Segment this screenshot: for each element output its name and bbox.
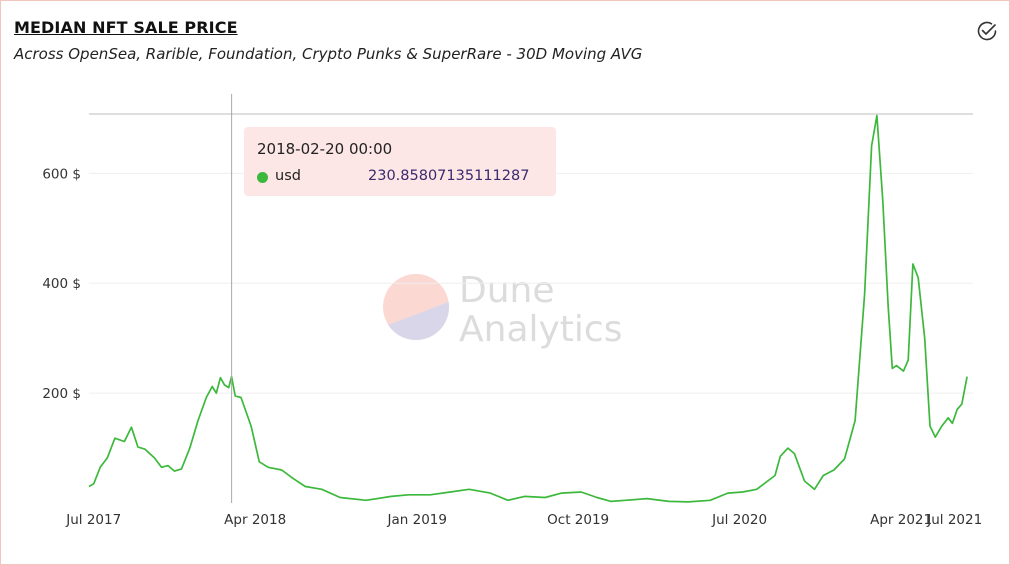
chart-subtitle: Across OpenSea, Rarible, Foundation, Cry… [14, 45, 643, 63]
series-line-usd[interactable] [88, 114, 968, 503]
y-tick-label: 200 $ [42, 386, 81, 402]
x-tick-label: Jul 2017 [65, 512, 121, 528]
x-tick-label: Apr 2021 [870, 512, 932, 528]
y-tick-label: 600 $ [42, 166, 81, 182]
x-axis: Jul 2017 Apr 2018 Jan 2019 Oct 2019 Jul 2020… [65, 512, 982, 528]
watermark-line1: Dune [459, 270, 555, 311]
x-tick-label: Oct 2019 [547, 512, 609, 528]
x-tick-label: Jul 2020 [711, 512, 767, 528]
tooltip: 2018-02-20 00:00 usd 230.85807135111287 [244, 127, 556, 196]
x-tick-label: Jul 2021 [926, 512, 982, 528]
y-tick-label: 400 $ [42, 276, 81, 292]
watermark-line2: Analytics [459, 309, 622, 350]
check-circle-icon[interactable] [975, 19, 999, 43]
x-tick-label: Jan 2019 [387, 512, 447, 528]
tooltip-time: 2018-02-20 00:00 [257, 140, 393, 158]
y-axis: 200 $ 400 $ 600 $ [42, 166, 81, 402]
tooltip-series-dot [257, 172, 268, 183]
tooltip-series-name: usd [275, 168, 301, 184]
watermark: Dune Analytics [383, 270, 622, 350]
chart-title: MEDIAN NFT SALE PRICE [14, 18, 238, 37]
x-tick-label: Apr 2018 [224, 512, 286, 528]
series-group [88, 114, 968, 503]
tooltip-value: 230.85807135111287 [368, 168, 530, 184]
